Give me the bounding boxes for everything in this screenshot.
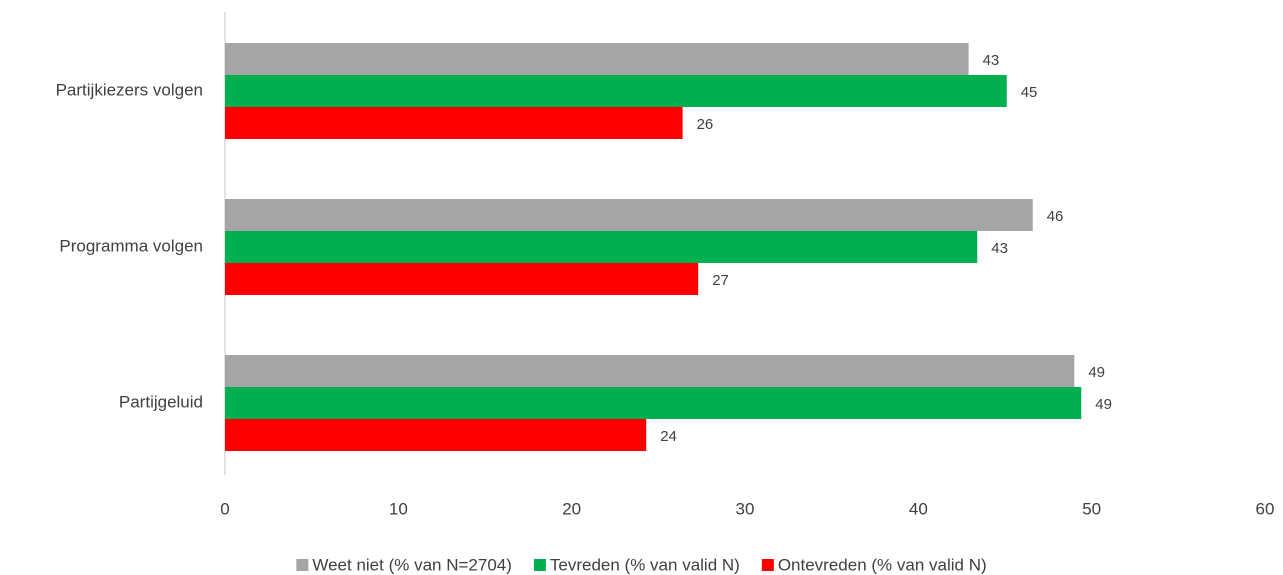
data-label: 43 [991,240,1008,257]
bar [225,355,1075,387]
bar [225,263,699,295]
data-label: 24 [660,428,677,445]
bar [225,107,683,139]
x-tick-label: 30 [736,499,755,518]
y-tick-label: Programma volgen [59,236,203,255]
x-tick-label: 50 [1082,499,1101,518]
x-tick-label: 40 [909,499,928,518]
bar [225,199,1033,231]
bar [225,419,647,451]
data-label: 26 [697,116,714,133]
data-label: 49 [1088,364,1105,381]
legend-swatch [296,559,309,571]
bar [225,43,969,75]
bar [225,231,978,263]
legend-label: Ontevreden (% van valid N) [778,555,987,574]
legend-swatch [761,559,774,571]
data-label: 27 [712,272,729,289]
y-tick-label: Partijkiezers volgen [56,80,203,99]
bar [225,75,1007,107]
bar [225,387,1082,419]
data-label: 45 [1021,84,1038,101]
data-label: 43 [983,52,1000,69]
legend-swatch [533,559,546,571]
x-tick-label: 20 [562,499,581,518]
data-label: 49 [1095,396,1112,413]
y-tick-label: Partijgeluid [119,392,203,411]
x-tick-label: 60 [1256,499,1275,518]
legend-label: Tevreden (% van valid N) [550,555,740,574]
data-label: 46 [1047,208,1064,225]
x-tick-label: 0 [220,499,229,518]
x-tick-label: 10 [389,499,408,518]
legend-label: Weet niet (% van N=2704) [312,555,512,574]
